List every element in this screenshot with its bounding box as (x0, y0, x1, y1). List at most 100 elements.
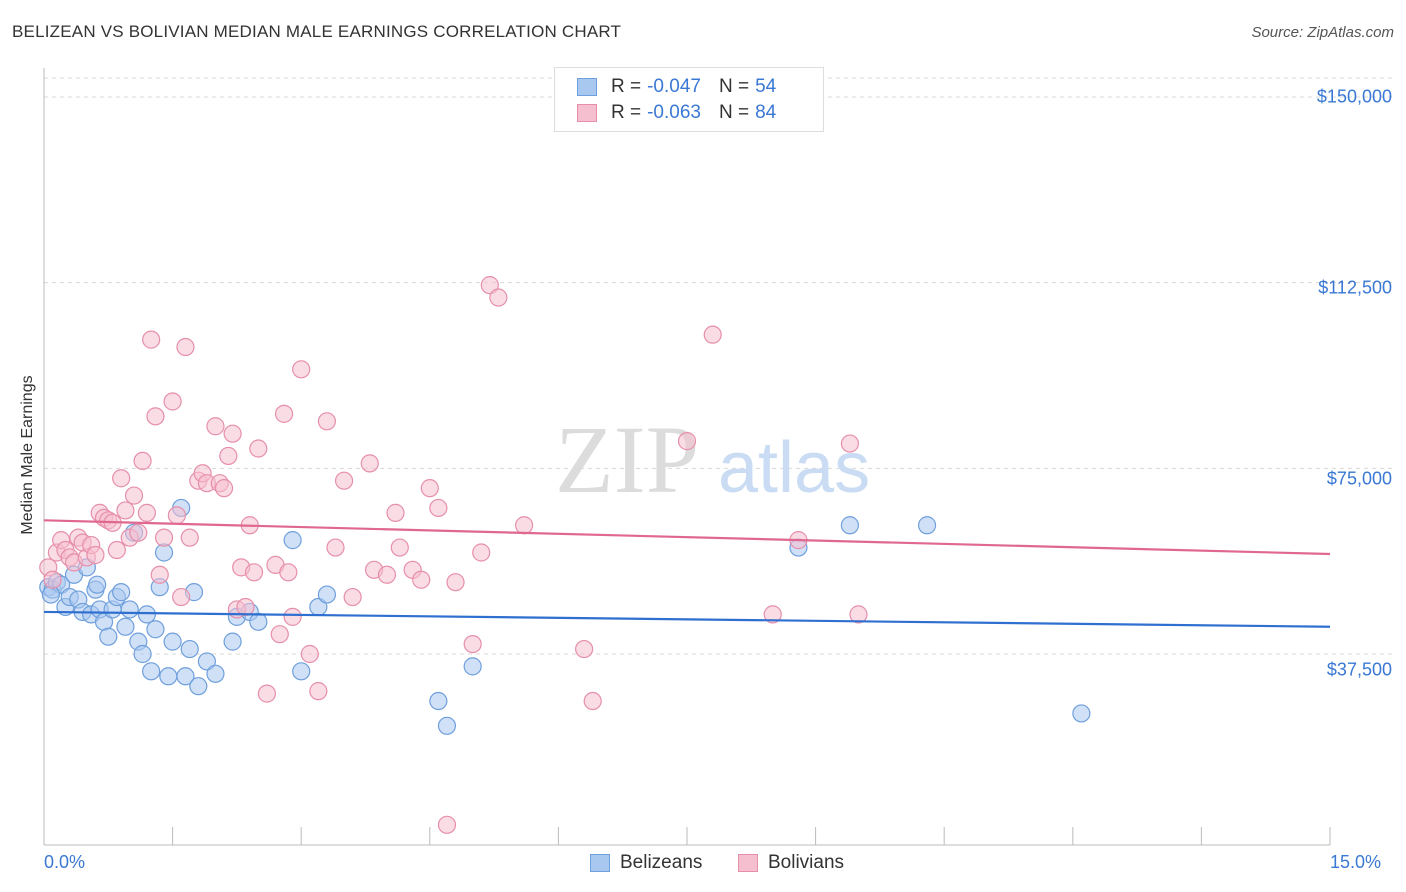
data-point (463, 657, 482, 676)
data-point (163, 632, 182, 651)
x-tick-label: 0.0% (44, 852, 86, 872)
data-point (116, 501, 135, 520)
r-value: -0.047 (647, 76, 701, 97)
data-point (137, 605, 156, 624)
n-label: N = (718, 102, 750, 123)
data-point (120, 600, 139, 619)
chart-title: BELIZEAN VS BOLIVIAN MEDIAN MALE EARNING… (12, 22, 622, 41)
data-point (703, 325, 722, 344)
data-point (154, 528, 174, 547)
data-point (446, 573, 465, 592)
data-point (176, 337, 195, 357)
legend-row-belizeans: R = -0.047 N = 54 (577, 75, 776, 99)
n-value: 54 (755, 76, 777, 97)
data-point (133, 451, 152, 471)
data-point (180, 639, 199, 659)
data-point (283, 531, 302, 550)
data-point (197, 652, 216, 671)
data-point (317, 585, 337, 604)
axes (43, 68, 1331, 846)
data-point (146, 620, 165, 639)
data-point (142, 330, 161, 349)
data-point (429, 691, 448, 711)
data-point (257, 684, 277, 703)
correlation-legend: R = -0.047 N = 54 R = -0.063 N = 84 (554, 67, 824, 132)
bolivians-trend-line (43, 519, 1331, 556)
legend-belizeans: Belizeans (590, 852, 702, 874)
legend-belizeans-label: Belizeans (620, 852, 703, 873)
data-point (137, 503, 156, 522)
data-point (763, 605, 782, 624)
data-point (343, 587, 362, 607)
blue-swatch (590, 854, 610, 872)
data-point (437, 716, 457, 735)
data-point (124, 486, 144, 505)
data-point (223, 424, 242, 443)
data-point (386, 503, 405, 522)
n-value: 84 (755, 102, 777, 123)
data-point (206, 664, 225, 683)
data-point (112, 469, 131, 488)
data-point (159, 667, 178, 686)
legend-bolivians: Bolivians (738, 852, 844, 874)
data-point (142, 662, 161, 681)
r-label: R = (611, 76, 642, 97)
data-point (274, 404, 294, 423)
data-point (437, 815, 457, 834)
data-point (167, 506, 186, 525)
data-point (309, 682, 328, 701)
data-point (463, 634, 482, 654)
data-point (249, 612, 268, 631)
data-point (317, 412, 337, 431)
data-point (390, 538, 409, 557)
data-point (214, 479, 234, 498)
watermark-zip: ZIP (555, 406, 699, 513)
y-axis-label: Median Male Earnings (19, 375, 36, 535)
data-point (270, 625, 289, 644)
x-tick-label: 15.0% (1330, 852, 1382, 872)
data-point (223, 632, 242, 651)
r-label: R = (611, 102, 642, 123)
source-label: Source: ZipAtlas.com (1251, 24, 1394, 41)
data-point (515, 516, 534, 535)
data-point (292, 360, 311, 379)
data-point (420, 479, 439, 498)
data-point (236, 597, 255, 617)
data-point (150, 565, 169, 584)
bolivians-points (39, 276, 868, 834)
y-tick-label: $150,000 (1316, 86, 1392, 107)
data-point (472, 543, 491, 562)
data-point (249, 439, 268, 458)
data-point (412, 570, 431, 589)
data-point (583, 691, 602, 711)
data-point (133, 644, 152, 664)
data-point (489, 288, 508, 307)
data-point (107, 540, 126, 560)
data-point (917, 516, 937, 535)
data-point (480, 276, 499, 295)
legend-bolivians-label: Bolivians (768, 852, 845, 873)
data-point (172, 587, 191, 607)
data-point (377, 565, 397, 584)
data-point (189, 677, 208, 696)
n-label: N = (718, 76, 750, 97)
data-point (279, 563, 298, 582)
y-tick-label: $112,500 (1318, 277, 1392, 298)
data-point (86, 545, 105, 565)
pink-swatch (738, 854, 758, 872)
data-point (219, 446, 238, 466)
data-point (116, 617, 135, 636)
blue-swatch (577, 78, 597, 96)
data-point (88, 575, 107, 594)
data-point (326, 538, 345, 557)
data-point (575, 639, 594, 659)
data-point (163, 392, 182, 411)
data-point (840, 434, 859, 453)
data-point (300, 644, 319, 664)
data-point (292, 662, 311, 681)
trend-lines (43, 519, 1331, 628)
data-point (840, 516, 859, 535)
data-point (244, 563, 264, 582)
pink-swatch (577, 104, 597, 122)
data-point (43, 570, 62, 589)
